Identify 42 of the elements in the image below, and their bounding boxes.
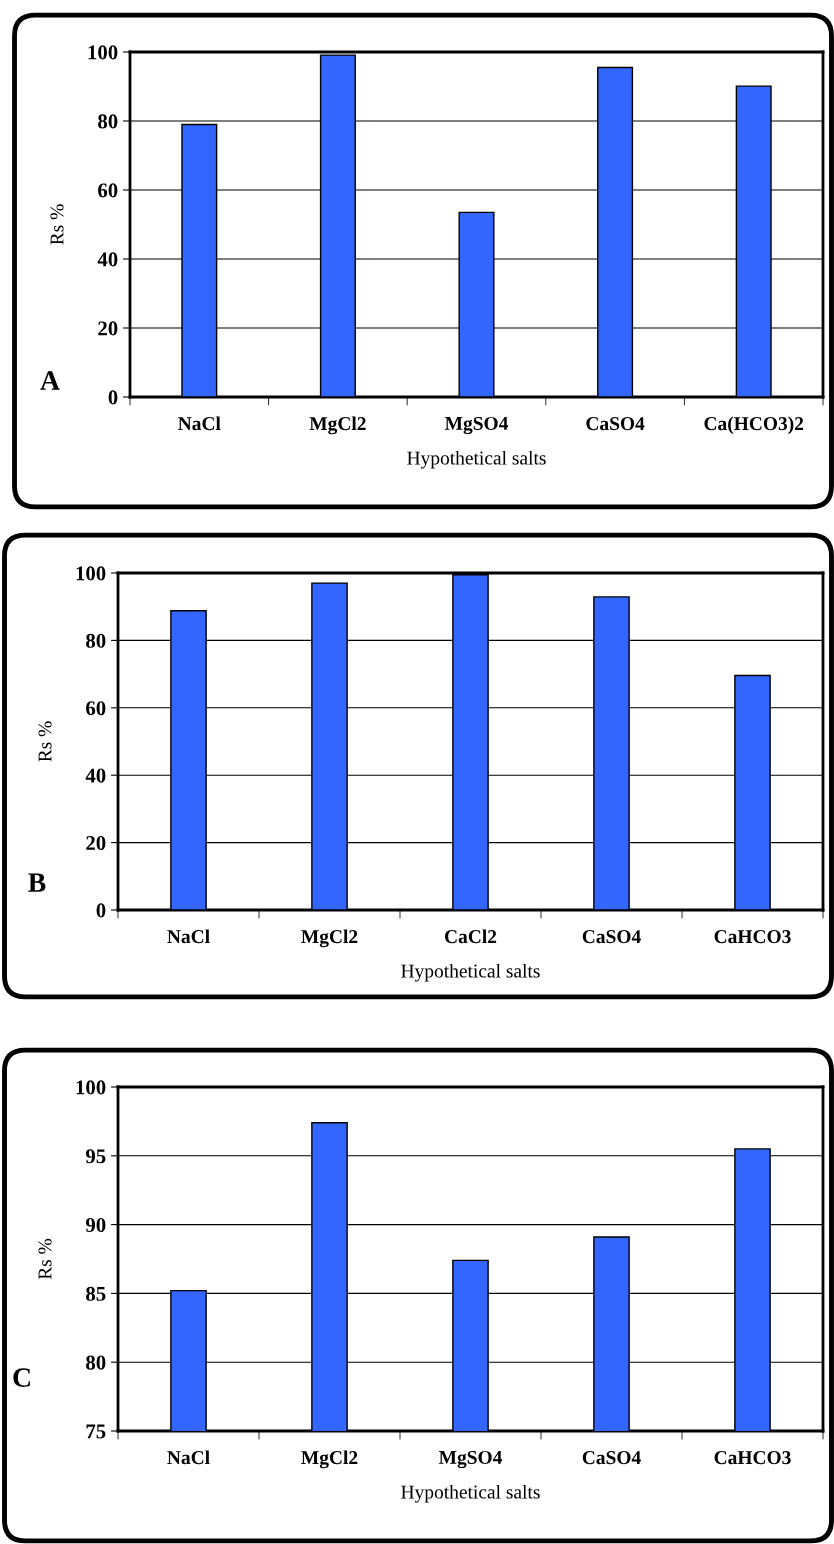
y-tick-label: 95 <box>85 1149 106 1164</box>
y-tick-label: 20 <box>86 835 106 851</box>
y-tick-label: 100 <box>76 1080 106 1095</box>
x-tick-label: MgSO4 <box>438 1450 503 1469</box>
x-tick-label: CaHCO3 <box>714 930 791 944</box>
y-tick-label: 0 <box>108 390 118 405</box>
x-tick-label: MgCl2 <box>309 416 366 435</box>
x-tick-label: MgCl2 <box>301 1450 358 1469</box>
y-tick-label: 40 <box>85 768 106 783</box>
x-axis-title: Hypothetical salts <box>401 1484 540 1503</box>
y-axis-title: Rs % <box>50 204 64 245</box>
y-tick-label: 60 <box>86 701 106 716</box>
x-axis-title: Hypothetical salts <box>401 963 540 982</box>
x-tick-label: CaSO4 <box>586 417 645 431</box>
y-tick-label: 80 <box>98 114 118 129</box>
text: C <box>13 1368 30 1387</box>
x-tick-label: CaSO4 <box>582 1451 641 1465</box>
x-tick-label: MgCl2 <box>301 929 358 948</box>
x-tick-label: CaSO4 <box>582 930 641 944</box>
x-tick-label: NaCl <box>167 929 210 944</box>
x-tick-label: MgSO4 <box>444 416 509 435</box>
y-tick-label: 80 <box>86 633 106 648</box>
y-tick-label: 40 <box>97 252 118 267</box>
text: B <box>28 873 46 892</box>
y-tick-label: 0 <box>96 903 106 918</box>
x-tick-label: CaHCO3 <box>714 1451 791 1465</box>
y-tick-label: 90 <box>85 1217 106 1233</box>
y-tick-label: 60 <box>98 183 118 198</box>
y-tick-label: 85 <box>86 1286 106 1301</box>
y-tick-label: 75 <box>86 1424 106 1439</box>
text: A <box>40 371 60 390</box>
y-tick-label: 20 <box>98 321 118 336</box>
y-tick-label: 100 <box>76 566 106 581</box>
x-tick-label: CaCl2 <box>444 929 497 944</box>
x-tick-label: NaCl <box>167 1450 210 1465</box>
x-tick-label: Ca(HCO3)2 <box>704 416 804 435</box>
y-tick-label: 80 <box>86 1355 106 1370</box>
x-tick-label: NaCl <box>178 416 221 431</box>
x-axis-title: Hypothetical salts <box>407 450 546 469</box>
y-tick-label: 100 <box>88 45 118 60</box>
y-axis-title: Rs % <box>38 1238 52 1280</box>
y-axis-title: Rs % <box>38 721 52 762</box>
